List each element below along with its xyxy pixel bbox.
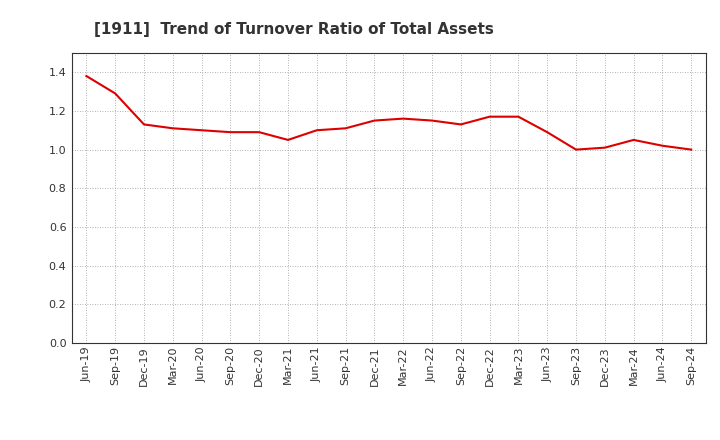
- Text: [1911]  Trend of Turnover Ratio of Total Assets: [1911] Trend of Turnover Ratio of Total …: [94, 22, 493, 37]
